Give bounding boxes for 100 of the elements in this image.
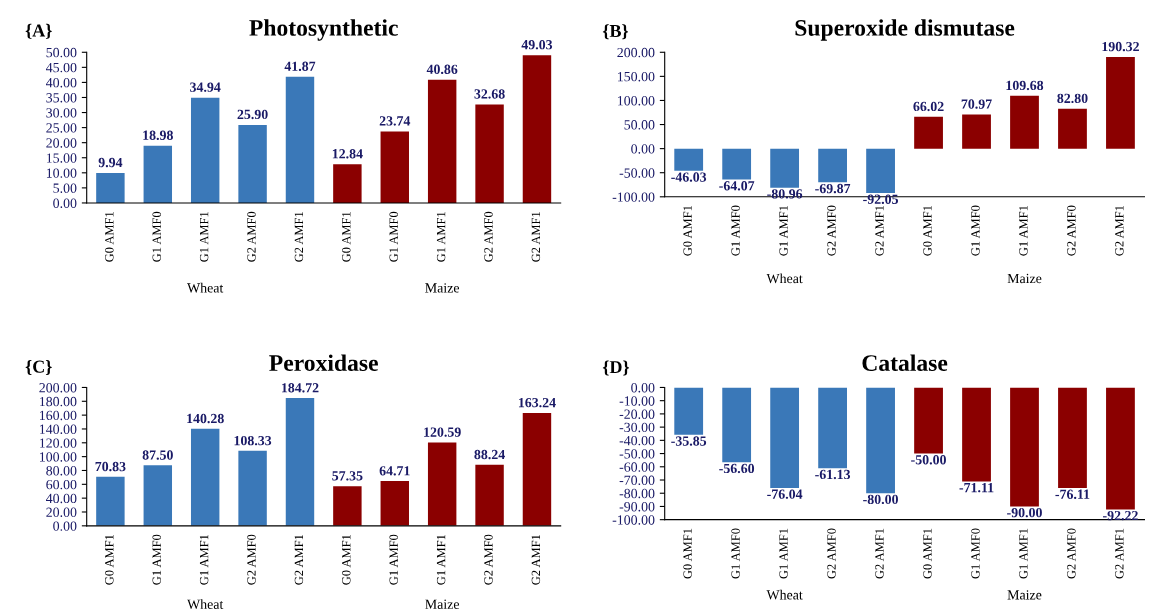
y-tick-label: 160.00 xyxy=(40,410,77,421)
y-tick-label: 0.00 xyxy=(631,144,655,154)
x-tick-label: G1 AMF1 xyxy=(779,528,788,579)
data-label: 70.83 xyxy=(95,461,126,472)
x-tick-label: G2 AMF1 xyxy=(294,212,304,262)
x-tick-label: G0 AMF1 xyxy=(923,528,932,579)
y-tick-label: 0.00 xyxy=(631,383,655,393)
x-tick-label: G0 AMF1 xyxy=(683,528,692,579)
x-tick-label: G1 AMF1 xyxy=(1019,528,1028,579)
y-tick-label: 15.00 xyxy=(46,153,77,163)
y-tick-label: 200.00 xyxy=(39,383,77,393)
x-tick-label: G0 AMF1 xyxy=(105,212,114,262)
bar xyxy=(522,55,552,203)
text: Maize xyxy=(425,599,460,609)
x-tick-label: G2 AMF1 xyxy=(531,534,541,585)
text: {D} xyxy=(602,360,630,376)
y-tick-label: 30.00 xyxy=(46,108,77,118)
bar xyxy=(427,79,457,203)
bar xyxy=(475,104,504,203)
data-label: 190.32 xyxy=(1102,41,1139,52)
text: {A} xyxy=(25,23,52,39)
bar xyxy=(96,173,125,203)
data-label: -61.13 xyxy=(815,469,851,480)
y-tick-label: -100.00 xyxy=(612,515,655,525)
x-tick-label: G2 AMF1 xyxy=(294,534,304,585)
chart-title: Catalase xyxy=(862,354,948,372)
text: Wheat xyxy=(766,589,803,600)
data-label: 12.84 xyxy=(332,149,363,159)
data-label: -76.04 xyxy=(767,489,803,499)
bar xyxy=(190,428,220,526)
x-tick-label: G1 AMF0 xyxy=(389,211,398,262)
y-tick-label: -20.00 xyxy=(619,409,655,419)
chart-title: Photosynthetic xyxy=(249,19,398,41)
bar xyxy=(1106,56,1135,149)
data-label: 64.71 xyxy=(379,466,410,476)
x-tick-label: G1 AMF1 xyxy=(199,212,209,262)
y-tick-label: 100.00 xyxy=(618,96,655,106)
data-label: -71.11 xyxy=(959,483,994,493)
x-tick-label: G1 AMF0 xyxy=(971,205,980,256)
bar xyxy=(914,116,943,149)
bar xyxy=(866,148,895,193)
data-label: 108.33 xyxy=(234,435,272,446)
data-label: -92.05 xyxy=(863,194,899,204)
x-tick-label: G2 AMF0 xyxy=(247,534,256,585)
data-label: -92.22 xyxy=(1103,510,1138,521)
y-tick-label: 200.00 xyxy=(617,47,655,58)
data-label: 49.03 xyxy=(521,39,553,50)
y-tick-label: -40.00 xyxy=(619,435,655,446)
x-tick-label: G1 AMF0 xyxy=(152,534,161,585)
x-tick-label: G2 AMF0 xyxy=(827,205,836,256)
x-tick-label: G2 AMF1 xyxy=(1115,205,1124,256)
data-label: 18.98 xyxy=(143,130,173,140)
bar xyxy=(427,442,457,526)
data-label: 40.86 xyxy=(426,64,458,75)
bar xyxy=(238,124,267,203)
bar xyxy=(143,465,173,526)
text: Wheat xyxy=(187,282,224,293)
y-tick-label: 20.00 xyxy=(46,138,77,148)
x-tick-label: G0 AMF1 xyxy=(923,205,932,256)
data-label: 41.87 xyxy=(284,61,316,71)
text: Wheat xyxy=(766,273,803,284)
bar xyxy=(818,148,847,183)
y-tick-label: 40.00 xyxy=(46,77,77,88)
bar xyxy=(333,486,362,526)
bar xyxy=(962,114,991,149)
text: Wheat xyxy=(187,599,224,610)
text: {C} xyxy=(25,360,52,375)
y-tick-label: 35.00 xyxy=(46,93,77,103)
y-tick-label: -60.00 xyxy=(619,462,655,472)
x-tick-label: G2 AMF1 xyxy=(1115,528,1124,579)
x-tick-label: G2 AMF1 xyxy=(875,528,884,579)
x-tick-label: G1 AMF0 xyxy=(731,205,740,256)
bar xyxy=(380,131,409,203)
data-label: 70.97 xyxy=(961,99,992,109)
bar xyxy=(475,464,504,526)
bar xyxy=(1010,95,1039,149)
bar xyxy=(285,76,315,203)
bar xyxy=(722,148,752,180)
y-tick-label: 45.00 xyxy=(46,62,77,73)
y-tick-label: 80.00 xyxy=(46,466,77,476)
data-label: 66.02 xyxy=(913,101,944,112)
y-tick-label: 0.00 xyxy=(53,198,77,208)
y-tick-label: -90.00 xyxy=(619,502,655,512)
y-tick-label: 10.00 xyxy=(46,168,77,178)
text: {B} xyxy=(602,24,629,40)
bar xyxy=(380,481,409,526)
x-tick-label: G1 AMF1 xyxy=(436,534,446,585)
x-tick-label: G1 AMF0 xyxy=(152,211,161,262)
data-label: -90.00 xyxy=(1007,507,1042,518)
x-tick-label: G2 AMF1 xyxy=(875,205,884,256)
data-label: -56.60 xyxy=(719,463,755,474)
data-label: 120.59 xyxy=(424,427,461,437)
x-tick-label: G1 AMF1 xyxy=(436,212,446,262)
data-label: 88.24 xyxy=(474,449,505,460)
x-tick-label: G2 AMF0 xyxy=(1067,528,1076,579)
y-tick-label: -30.00 xyxy=(619,422,655,433)
x-tick-label: G1 AMF1 xyxy=(779,205,788,256)
y-tick-label: 25.00 xyxy=(46,123,77,133)
x-tick-label: G2 AMF0 xyxy=(247,211,256,262)
x-tick-label: G2 AMF0 xyxy=(1067,205,1076,256)
